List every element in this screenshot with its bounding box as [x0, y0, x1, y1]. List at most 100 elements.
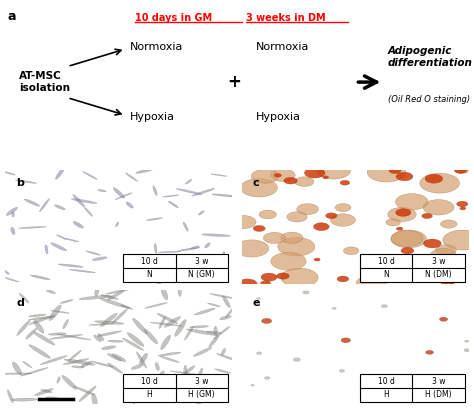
Circle shape — [339, 370, 345, 372]
Circle shape — [241, 179, 277, 197]
Circle shape — [386, 219, 401, 226]
Circle shape — [443, 230, 474, 250]
Circle shape — [388, 207, 416, 222]
Ellipse shape — [176, 188, 202, 195]
Ellipse shape — [91, 393, 97, 406]
Circle shape — [330, 214, 356, 226]
Circle shape — [229, 215, 256, 229]
Circle shape — [420, 173, 460, 193]
Circle shape — [455, 167, 467, 173]
Ellipse shape — [100, 313, 117, 327]
Text: (Oil Red O staining): (Oil Red O staining) — [388, 95, 470, 104]
Ellipse shape — [126, 173, 137, 182]
Text: 3 w: 3 w — [432, 377, 445, 386]
Circle shape — [464, 349, 470, 352]
Text: 10 d: 10 d — [378, 257, 394, 266]
Ellipse shape — [113, 188, 125, 198]
Ellipse shape — [160, 356, 179, 363]
Ellipse shape — [205, 392, 210, 399]
Ellipse shape — [56, 235, 66, 239]
Ellipse shape — [185, 179, 192, 184]
Ellipse shape — [158, 352, 181, 356]
Ellipse shape — [211, 174, 227, 176]
Ellipse shape — [151, 399, 164, 403]
Ellipse shape — [71, 199, 97, 204]
Ellipse shape — [188, 388, 202, 396]
Text: a: a — [7, 10, 16, 23]
Ellipse shape — [46, 290, 55, 294]
Ellipse shape — [63, 359, 89, 365]
Circle shape — [235, 240, 269, 257]
Circle shape — [251, 384, 254, 386]
Ellipse shape — [112, 354, 126, 361]
Ellipse shape — [199, 211, 204, 215]
Text: Adipogenic
differentiation: Adipogenic differentiation — [388, 46, 473, 68]
Circle shape — [397, 257, 423, 269]
Ellipse shape — [35, 388, 54, 396]
Ellipse shape — [108, 340, 124, 342]
Text: b: b — [16, 178, 24, 188]
Ellipse shape — [29, 315, 55, 325]
Ellipse shape — [94, 335, 101, 342]
Circle shape — [391, 231, 423, 246]
Ellipse shape — [79, 386, 96, 402]
Ellipse shape — [194, 308, 215, 315]
Circle shape — [391, 230, 427, 248]
Ellipse shape — [101, 346, 116, 350]
Text: 10 d: 10 d — [378, 377, 394, 386]
Ellipse shape — [150, 322, 183, 326]
Circle shape — [401, 247, 414, 254]
Ellipse shape — [24, 199, 40, 206]
Circle shape — [456, 201, 468, 207]
Ellipse shape — [161, 335, 171, 350]
Ellipse shape — [111, 309, 128, 324]
Circle shape — [326, 213, 337, 219]
Ellipse shape — [98, 333, 104, 341]
Circle shape — [396, 227, 403, 231]
Ellipse shape — [94, 321, 124, 324]
Text: 3 w: 3 w — [195, 257, 209, 266]
Circle shape — [439, 317, 447, 321]
Ellipse shape — [16, 180, 36, 184]
Ellipse shape — [226, 306, 235, 318]
Ellipse shape — [4, 171, 15, 175]
Ellipse shape — [217, 353, 240, 362]
Ellipse shape — [157, 279, 161, 286]
Circle shape — [281, 232, 303, 244]
Circle shape — [313, 223, 329, 231]
Circle shape — [441, 279, 455, 286]
Ellipse shape — [84, 207, 93, 217]
Circle shape — [238, 279, 257, 288]
Ellipse shape — [51, 243, 67, 251]
Ellipse shape — [57, 334, 91, 340]
Ellipse shape — [126, 391, 135, 404]
Ellipse shape — [186, 329, 218, 335]
Text: H (GM): H (GM) — [188, 390, 215, 399]
Circle shape — [430, 248, 456, 262]
Ellipse shape — [64, 359, 95, 365]
Ellipse shape — [178, 247, 200, 251]
Circle shape — [436, 245, 456, 255]
Ellipse shape — [89, 324, 111, 325]
Ellipse shape — [208, 303, 220, 307]
Circle shape — [256, 297, 261, 299]
Ellipse shape — [170, 371, 203, 376]
Ellipse shape — [0, 373, 32, 375]
Ellipse shape — [19, 226, 46, 228]
Circle shape — [431, 254, 461, 269]
Ellipse shape — [174, 374, 183, 378]
Ellipse shape — [210, 273, 219, 275]
Ellipse shape — [60, 299, 73, 304]
Ellipse shape — [209, 336, 219, 347]
Ellipse shape — [168, 260, 193, 262]
Ellipse shape — [12, 362, 22, 375]
Text: N (GM): N (GM) — [188, 271, 215, 279]
Ellipse shape — [72, 366, 84, 368]
Ellipse shape — [173, 383, 175, 400]
Ellipse shape — [205, 243, 210, 248]
Ellipse shape — [223, 296, 230, 308]
Ellipse shape — [136, 169, 154, 173]
Ellipse shape — [63, 319, 69, 329]
Ellipse shape — [40, 356, 67, 365]
Circle shape — [253, 226, 265, 231]
